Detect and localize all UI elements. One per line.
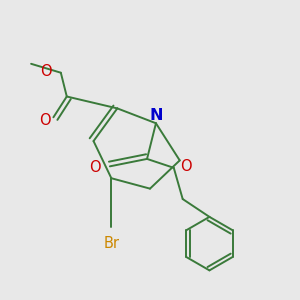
Text: Br: Br (103, 236, 119, 251)
Text: O: O (89, 160, 101, 175)
Text: O: O (180, 159, 191, 174)
Text: O: O (40, 64, 52, 79)
Text: O: O (39, 113, 50, 128)
Text: N: N (149, 108, 163, 123)
